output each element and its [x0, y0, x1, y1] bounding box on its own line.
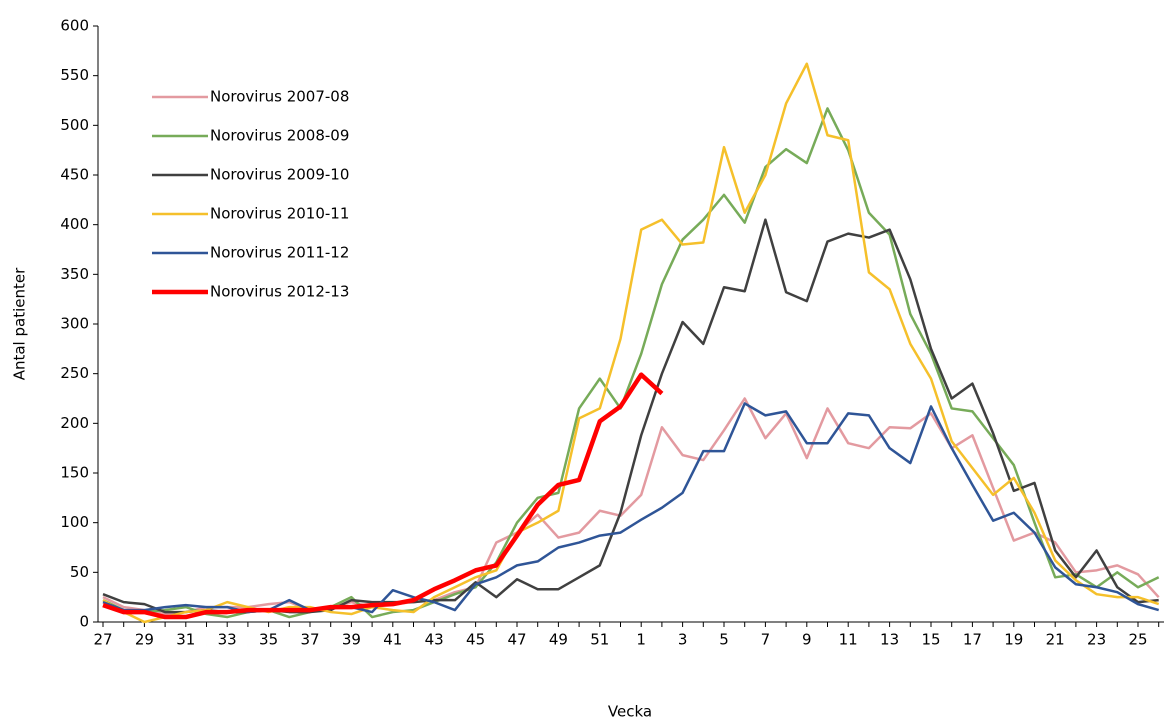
y-tick-label: 500 [60, 116, 89, 134]
y-tick-label: 350 [60, 265, 89, 283]
x-tick-label: 19 [1004, 631, 1023, 649]
x-tick-label: 5 [719, 631, 729, 649]
legend-label: Norovirus 2010-11 [210, 205, 349, 223]
x-axis-label: Vecka [608, 703, 652, 721]
series-line [102, 372, 664, 620]
x-tick-label: 23 [1087, 631, 1106, 649]
x-tick-label: 21 [1046, 631, 1065, 649]
x-tick-label: 27 [93, 631, 112, 649]
x-tick-label: 45 [466, 631, 485, 649]
y-tick-label: 550 [60, 66, 89, 84]
x-tick-label: 15 [921, 631, 940, 649]
x-tick-label: 3 [678, 631, 688, 649]
legend-label: Norovirus 2007-08 [210, 88, 349, 106]
y-tick-label: 250 [60, 364, 89, 382]
x-tick-label: 1 [636, 631, 646, 649]
series-line [102, 62, 1160, 624]
x-tick-label: 43 [425, 631, 444, 649]
x-tick-label: 29 [135, 631, 154, 649]
series-line [102, 397, 1160, 616]
legend-label: Norovirus 2008-09 [210, 127, 349, 145]
x-tick-label: 35 [259, 631, 278, 649]
y-tick-label: 150 [60, 464, 89, 482]
x-tick-label: 47 [507, 631, 526, 649]
y-tick-label: 50 [70, 563, 89, 581]
legend-label: Norovirus 2011-12 [210, 244, 349, 262]
y-tick-label: 450 [60, 166, 89, 184]
legend-label: Norovirus 2012-13 [210, 283, 349, 301]
x-tick-label: 37 [300, 631, 319, 649]
x-tick-label: 9 [802, 631, 812, 649]
x-tick-label: 33 [218, 631, 237, 649]
x-tick-label: 49 [549, 631, 568, 649]
x-tick-label: 17 [963, 631, 982, 649]
y-tick-label: 300 [60, 315, 89, 333]
x-tick-label: 39 [342, 631, 361, 649]
x-tick-label: 11 [839, 631, 858, 649]
x-tick-label: 51 [590, 631, 609, 649]
y-tick-label: 600 [60, 17, 89, 35]
series-line [102, 107, 1160, 619]
y-tick-label: 100 [60, 513, 89, 531]
x-tick-label: 13 [880, 631, 899, 649]
x-tick-label: 25 [1128, 631, 1147, 649]
y-tick-label: 0 [79, 613, 89, 631]
series-line [102, 402, 1160, 614]
x-tick-label: 31 [176, 631, 195, 649]
y-tick-label: 400 [60, 215, 89, 233]
y-tick-label: 200 [60, 414, 89, 432]
legend-label: Norovirus 2009-10 [210, 166, 349, 184]
x-tick-label: 41 [383, 631, 402, 649]
y-axis-label: Antal patienter [11, 267, 29, 380]
x-tick-label: 7 [761, 631, 771, 649]
